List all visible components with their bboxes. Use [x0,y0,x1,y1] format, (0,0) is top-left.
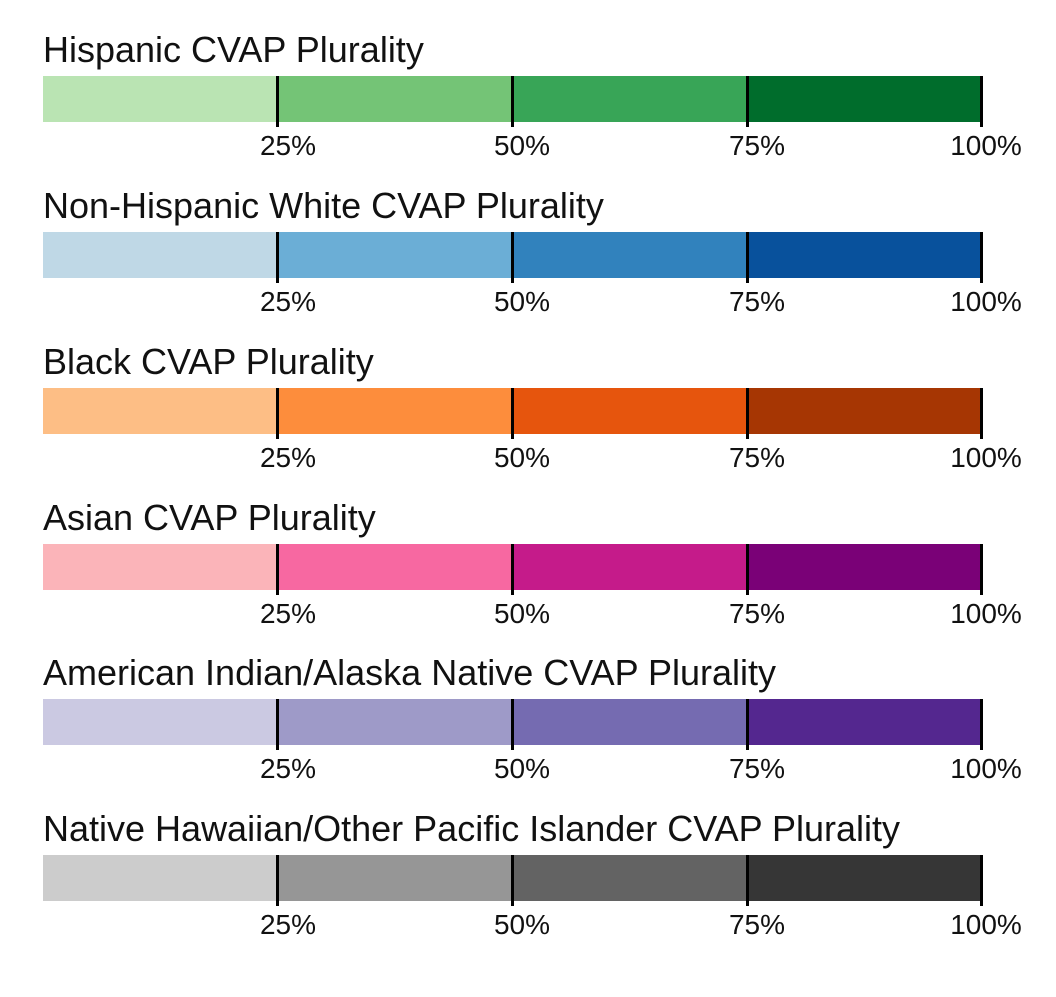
color-swatch [278,544,513,590]
color-swatch [748,544,983,590]
tick-label: 75% [728,442,786,473]
tick-label: 25% [259,909,317,940]
color-swatch [43,699,278,745]
tick-label: 75% [728,753,786,784]
color-swatch [513,699,748,745]
tick-mark [511,544,514,595]
tick-mark [746,388,749,439]
tick-label: 100% [950,286,1022,317]
color-swatch [748,76,983,122]
tick-label: 50% [493,598,551,629]
legend-title: Asian CVAP Plurality [43,497,376,538]
color-swatch [748,855,983,901]
legend-title: Non-Hispanic White CVAP Plurality [43,185,604,226]
tick-mark [511,699,514,750]
color-bar [43,388,983,434]
tick-label: 25% [259,753,317,784]
color-swatch [748,699,983,745]
tick-label: 100% [950,442,1022,473]
color-swatch [278,855,513,901]
color-swatch [43,232,278,278]
tick-label: 25% [259,286,317,317]
tick-mark [276,699,279,750]
legend-title: Hispanic CVAP Plurality [43,29,424,70]
tick-mark [980,76,983,127]
tick-label: 25% [259,598,317,629]
color-swatch [748,388,983,434]
color-bar [43,232,983,278]
tick-label: 25% [259,442,317,473]
tick-label: 75% [728,598,786,629]
tick-label: 50% [493,130,551,161]
tick-label: 75% [728,909,786,940]
tick-label: 50% [493,753,551,784]
tick-mark [511,76,514,127]
tick-mark [746,232,749,283]
tick-label: 100% [950,753,1022,784]
legend-title: American Indian/Alaska Native CVAP Plura… [43,652,776,693]
tick-mark [980,544,983,595]
tick-mark [511,388,514,439]
tick-mark [276,544,279,595]
legend-title: Native Hawaiian/Other Pacific Islander C… [43,808,901,849]
tick-mark [746,699,749,750]
color-bar [43,855,983,901]
tick-mark [511,232,514,283]
color-swatch [278,232,513,278]
tick-mark [276,232,279,283]
tick-mark [980,388,983,439]
tick-label: 50% [493,286,551,317]
tick-label: 75% [728,130,786,161]
color-swatch [278,388,513,434]
tick-mark [276,388,279,439]
tick-label: 25% [259,130,317,161]
color-swatch [513,232,748,278]
color-swatch [43,388,278,434]
color-swatch [43,76,278,122]
tick-mark [276,855,279,906]
color-swatch [43,855,278,901]
tick-label: 75% [728,286,786,317]
tick-mark [980,232,983,283]
color-swatch [43,544,278,590]
tick-label: 50% [493,442,551,473]
color-bar [43,699,983,745]
tick-mark [276,76,279,127]
color-bar [43,544,983,590]
color-bar [43,76,983,122]
color-swatch [748,232,983,278]
tick-mark [980,699,983,750]
tick-mark [980,855,983,906]
tick-mark [746,855,749,906]
tick-mark [746,76,749,127]
color-swatch [278,76,513,122]
color-swatch [513,855,748,901]
legend-title: Black CVAP Plurality [43,341,374,382]
tick-label: 100% [950,909,1022,940]
color-swatch [278,699,513,745]
color-swatch [513,388,748,434]
tick-label: 100% [950,130,1022,161]
tick-mark [511,855,514,906]
color-swatch [513,76,748,122]
tick-mark [746,544,749,595]
tick-label: 100% [950,598,1022,629]
tick-label: 50% [493,909,551,940]
color-swatch [513,544,748,590]
